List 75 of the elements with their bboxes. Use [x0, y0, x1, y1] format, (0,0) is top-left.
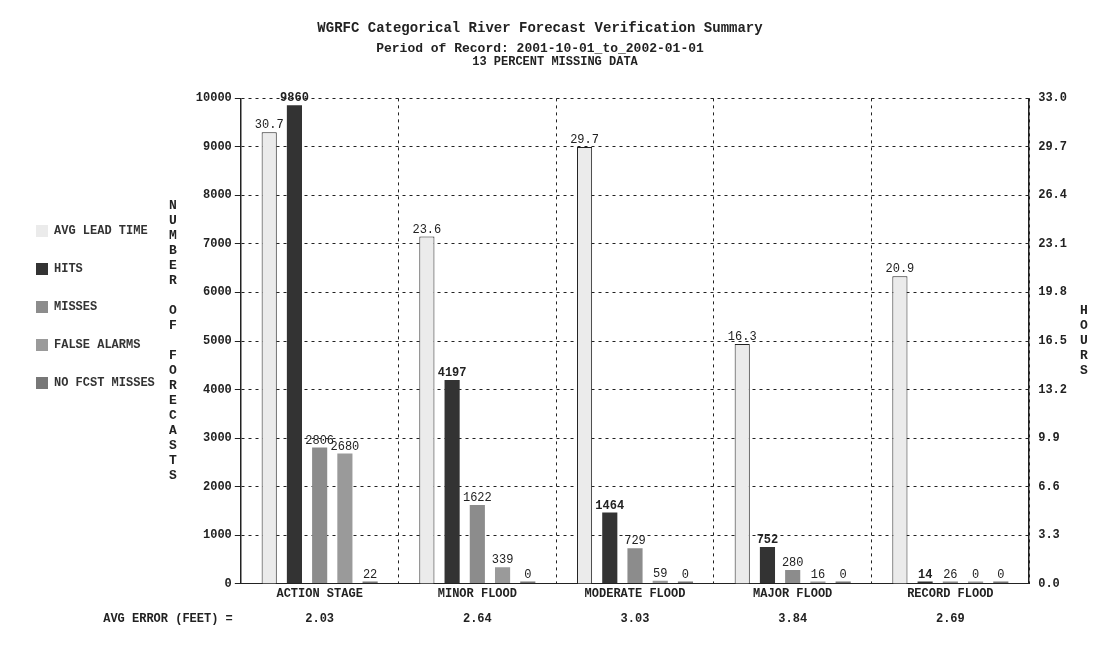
y2-tick-label: 3.3 — [1038, 528, 1060, 543]
y2-tick-label: 6.6 — [1038, 479, 1060, 494]
bar — [312, 447, 328, 584]
text: 13 PERCENT MISSING DATA — [472, 55, 639, 70]
y2-tick-label: 16.5 — [1038, 334, 1068, 349]
x-tick-label: RECORD FLOOD — [907, 586, 994, 601]
legend-label: NO FCST MISSES — [54, 376, 155, 391]
legend-label: FALSE ALARMS — [54, 338, 141, 353]
y2-tick-label: 13.2 — [1038, 382, 1068, 397]
text: NUMBER OF FORECASTS — [168, 198, 177, 484]
bar — [785, 570, 801, 584]
text: 2.64 — [462, 611, 492, 626]
y-tick-label: 2000 — [203, 479, 232, 494]
chart-title: WGRFC Categorical River Forecast Verification Summary — [317, 19, 764, 36]
data-label: 0 — [839, 567, 847, 582]
y-tick-label: 5000 — [203, 334, 232, 349]
y2-tick-label: 0.0 — [1038, 576, 1060, 591]
data-label: 280 — [781, 556, 804, 571]
data-label: 29.7 — [570, 133, 599, 148]
y-tick-label: 10000 — [195, 91, 232, 106]
data-label: 339 — [491, 553, 514, 568]
text: 3.03 — [620, 611, 650, 626]
data-label: 20.9 — [885, 262, 915, 277]
y-tick-label: 0 — [224, 576, 232, 591]
bar — [337, 453, 353, 584]
data-label: 16.3 — [727, 330, 757, 345]
data-label: 23.6 — [412, 222, 442, 237]
y-tick-label: 4000 — [203, 382, 232, 397]
legend-label: MISSES — [54, 300, 98, 315]
text: 2.69 — [935, 611, 965, 626]
bar — [444, 379, 460, 584]
y2-axis-title: HOURS — [1080, 303, 1089, 379]
text: AVG ERROR (FEET) = — [103, 611, 233, 626]
y-tick-label: 3000 — [203, 431, 232, 446]
data-label: 16 — [810, 567, 826, 582]
data-label: 30.7 — [254, 118, 284, 133]
y-tick-label: 7000 — [203, 236, 232, 251]
x-tick-label: MODERATE FLOOD — [584, 586, 686, 601]
y2-tick-label: 33.0 — [1038, 91, 1068, 106]
y2-tick-label: 26.4 — [1038, 188, 1068, 203]
data-label: 1464 — [595, 498, 625, 513]
y-tick-label: 6000 — [203, 285, 232, 300]
x-tick-label: ACTION STAGE — [276, 586, 363, 601]
y-tick-label: 1000 — [203, 528, 232, 543]
y-tick-label: 9000 — [203, 139, 232, 154]
data-label: 14 — [917, 567, 933, 582]
data-label: 9860 — [280, 91, 309, 106]
data-label: 4197 — [437, 365, 467, 380]
data-label: 59 — [653, 566, 668, 581]
data-label: 26 — [943, 567, 958, 582]
legend-label: HITS — [54, 262, 83, 277]
y2-tick-label: 19.8 — [1038, 285, 1068, 300]
bar — [494, 567, 511, 584]
legend-label: AVG LEAD TIME — [54, 224, 148, 239]
text: 2.03 — [305, 611, 335, 626]
y2-tick-label: 29.7 — [1038, 139, 1068, 154]
data-label: 0 — [971, 567, 980, 582]
data-label: 1622 — [462, 491, 492, 506]
y2-tick-label: 9.9 — [1038, 431, 1060, 446]
data-label: 0 — [681, 567, 690, 582]
chart-subtitle: Period of Record: 2001-10-01_to_2002-01-01 — [376, 40, 705, 56]
data-label: 752 — [756, 533, 779, 548]
y2-tick-label: 23.1 — [1038, 236, 1068, 251]
data-label: 22 — [362, 567, 378, 582]
bar — [286, 105, 302, 584]
bar — [759, 547, 776, 584]
y-tick-label: 8000 — [203, 188, 232, 203]
x-tick-label: MINOR FLOOD — [437, 586, 517, 601]
data-label: 0 — [524, 567, 532, 582]
data-label: 0 — [997, 567, 1005, 582]
bar — [469, 504, 485, 584]
x-tick-label: MAJOR FLOOD — [753, 586, 833, 601]
bar — [602, 512, 618, 584]
text: 3.84 — [778, 611, 808, 626]
bar — [627, 548, 643, 584]
